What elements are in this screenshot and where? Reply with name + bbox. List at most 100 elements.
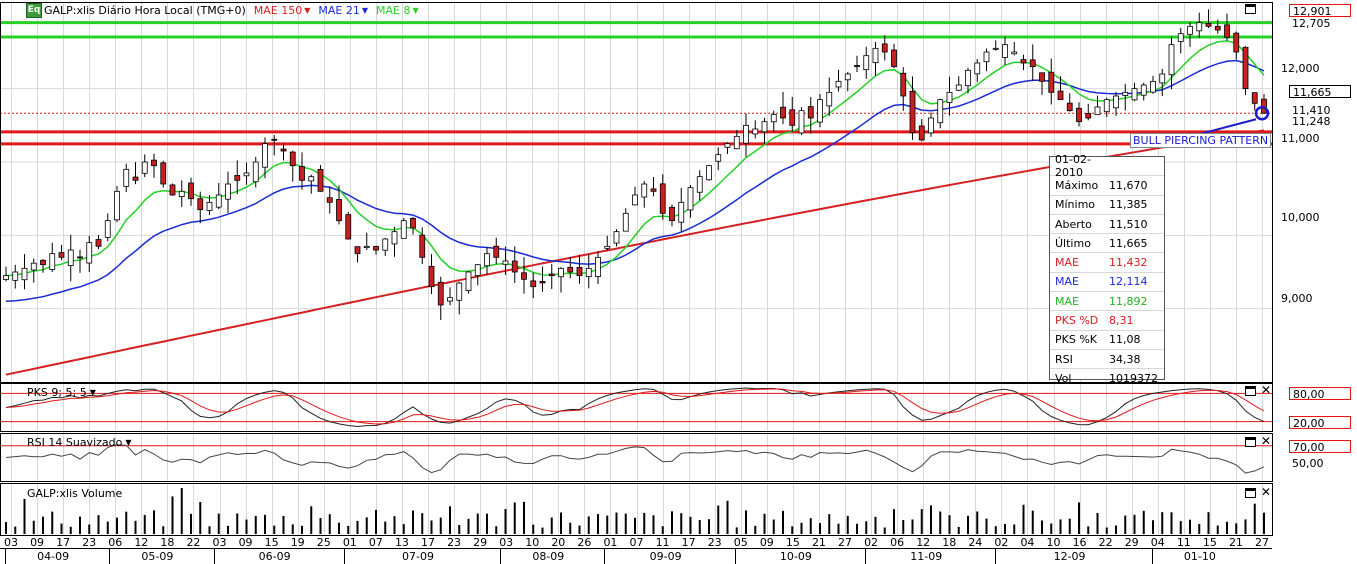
mae8-label: MAE 8: [376, 3, 411, 17]
info-row: Aberto 11,510: [1050, 215, 1164, 235]
candle-body: [67, 249, 74, 266]
candle-body: [400, 220, 407, 239]
candle-body: [918, 125, 925, 141]
candle-body: [955, 84, 962, 91]
x-day-tick: 18: [160, 536, 175, 549]
candle-body: [317, 169, 324, 192]
chevron-down-icon: ▼: [412, 5, 419, 15]
x-day-tick: 01: [603, 536, 618, 549]
candle-body: [234, 175, 241, 181]
info-value: 1019372: [1109, 371, 1158, 385]
oscillators: [0, 387, 1272, 474]
volume-close-icon[interactable]: ✕: [1261, 485, 1272, 499]
resistance-1-label: 12,901: [1289, 4, 1351, 18]
x-day-tick: 29: [473, 536, 488, 549]
candle-body: [909, 90, 916, 134]
x-day-tick: 17: [56, 536, 71, 549]
x-day-tick: 21: [811, 536, 826, 549]
candle-body: [308, 176, 315, 182]
candle-body: [622, 212, 629, 232]
candle-body: [252, 161, 259, 183]
x-day-tick: 22: [1098, 536, 1113, 549]
rsi-panel-frame: [0, 433, 1273, 482]
candle-body: [132, 176, 139, 181]
candle-body: [604, 245, 611, 249]
candle-body: [12, 271, 19, 281]
info-key: MAE: [1055, 294, 1079, 308]
candle-body: [160, 162, 167, 185]
x-day-tick: 09: [238, 536, 253, 549]
info-value: 12,114: [1109, 275, 1148, 289]
stochastic-lower-label: 20,00: [1289, 416, 1351, 430]
stochastic-panel-title[interactable]: PKS 9; 5; 5 ▼: [27, 386, 96, 399]
candle-body: [539, 280, 546, 284]
candle-body: [530, 280, 537, 288]
stochastic-close-icon[interactable]: ✕: [1261, 383, 1272, 397]
x-day-tick: 16: [1072, 536, 1087, 549]
info-row: MAE 11,892: [1050, 292, 1164, 312]
mae8-legend[interactable]: MAE 8 ▼: [376, 4, 419, 17]
candle-body: [1002, 44, 1008, 58]
candle-body: [1205, 22, 1212, 27]
stochastic-maximize-icon[interactable]: [1245, 386, 1256, 396]
info-key: RSI: [1055, 352, 1073, 366]
candle-body: [826, 91, 833, 107]
candle-body: [872, 47, 879, 63]
info-date: 01-02-2010: [1050, 153, 1164, 179]
x-day-tick: 03: [4, 536, 18, 549]
candle-body: [215, 194, 222, 208]
x-day-tick: 19: [290, 536, 305, 549]
candle-body: [992, 47, 999, 50]
annotation-marks: [1199, 105, 1270, 135]
candle-body: [928, 117, 934, 134]
info-value: 11,892: [1109, 294, 1148, 308]
x-day-tick: 22: [186, 536, 201, 549]
info-value: 11,432: [1109, 256, 1148, 270]
rsi-maximize-icon[interactable]: [1245, 437, 1256, 447]
candle-body: [484, 253, 490, 267]
resistance-2-label: 12,705: [1292, 17, 1331, 30]
chart-title[interactable]: GALP:xlis Diário Hora Local (TMG+0): [44, 3, 246, 17]
x-day-tick: 07: [368, 536, 383, 549]
info-value: 11,670: [1109, 178, 1148, 192]
candle-body: [891, 49, 897, 68]
candle-body: [1103, 99, 1110, 113]
candle-body: [1168, 44, 1175, 76]
candle-body: [21, 267, 28, 281]
candle-body: [456, 282, 463, 301]
chart-header: GALP:xlis Diário Hora Local (TMG+0) MAE …: [26, 2, 419, 18]
candle-body: [854, 65, 860, 68]
candle-body: [946, 91, 953, 103]
candle-body: [567, 266, 574, 273]
volume-maximize-icon[interactable]: [1245, 488, 1256, 498]
candle-body: [280, 148, 287, 152]
equity-icon[interactable]: Eq: [26, 3, 42, 18]
candle-body: [1113, 95, 1119, 109]
candle-body: [1251, 92, 1258, 104]
candle-body: [965, 69, 971, 87]
rsi-panel-title[interactable]: RSI 14 Suavizado ▼: [27, 436, 132, 449]
candlesticks: [3, 9, 1267, 321]
mae150-legend[interactable]: MAE 150 ▼: [254, 4, 311, 17]
candle-body: [262, 143, 268, 168]
info-value: 34,38: [1109, 352, 1141, 366]
candle-body: [77, 256, 83, 259]
candle-body: [715, 154, 722, 162]
maximize-icon[interactable]: [1245, 4, 1256, 14]
candle-body: [447, 297, 453, 302]
candle-body: [1066, 102, 1073, 112]
candle-body: [761, 121, 768, 133]
candle-body: [1187, 25, 1193, 35]
x-month-label: 07-09: [402, 550, 434, 563]
volume-panel-title[interactable]: GALP:xlis Volume: [27, 487, 123, 500]
candle-body: [900, 72, 907, 97]
rsi-close-icon[interactable]: ✕: [1261, 434, 1272, 448]
rsi-upper-label: 70,00: [1289, 440, 1351, 454]
candle-body: [1039, 72, 1045, 82]
candle-body: [1159, 73, 1166, 84]
x-day-tick: 11: [1176, 536, 1191, 549]
candle-body: [428, 265, 435, 288]
mae8-line: [5, 40, 1265, 277]
candle-body: [391, 231, 398, 245]
mae21-legend[interactable]: MAE 21 ▼: [318, 4, 368, 17]
